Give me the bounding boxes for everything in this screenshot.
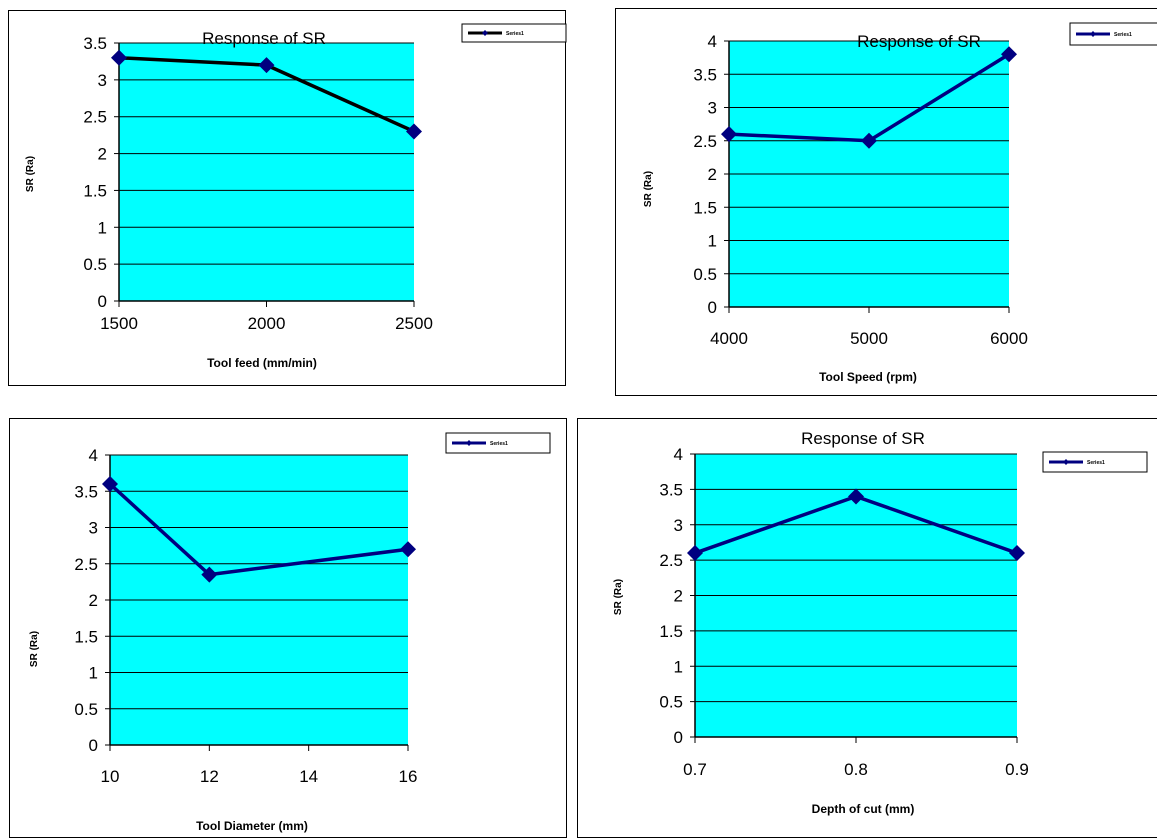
legend: Series1 [1069, 22, 1157, 46]
legend-label: Series1 [490, 441, 508, 447]
y-tick-label: 3 [89, 519, 98, 538]
y-axis-label: SR (Ra) [643, 171, 654, 207]
y-tick-label: 2.5 [693, 132, 717, 151]
legend: Series1 [445, 432, 551, 454]
x-axis-label: Tool Speed (rpm) [819, 370, 917, 384]
data-point-marker [861, 132, 877, 149]
data-point-marker [721, 126, 737, 143]
data-point-marker [1001, 46, 1017, 63]
legend-box [461, 23, 567, 43]
y-tick-label: 2.5 [659, 551, 683, 570]
data-point-marker [687, 545, 703, 562]
chart-panel-tool-diameter: 0 0.5 1 1.5 2 2.5 3 3.5 4 10 12 14 16 Tool Diameter (… [9, 418, 567, 838]
line-chart: 0 0.5 1 1.5 2 2.5 3 3.5 1500 2000 2500 Response of … [25, 23, 567, 370]
line-chart: 0 0.5 1 1.5 2 2.5 3 3.5 4 10 12 14 16 Tool Diameter (… [29, 432, 551, 833]
x-tick-label: 10 [101, 767, 120, 786]
y-tick-label: 2 [674, 587, 683, 606]
y-tick-label: 1.5 [74, 627, 98, 646]
y-tick-label: 3.5 [83, 34, 107, 53]
line-chart: 0 0.5 1 1.5 2 2.5 3 3.5 4 4000 5000 6000 Response of… [643, 22, 1157, 384]
data-point-marker [406, 123, 422, 140]
legend-label: Series1 [1114, 32, 1132, 38]
y-tick-label: 2 [98, 145, 107, 164]
x-tick-label: 2000 [248, 314, 286, 333]
x-tick-label: 12 [200, 767, 219, 786]
x-tick-label: 0.8 [844, 760, 868, 779]
data-point-marker [1009, 545, 1025, 562]
y-tick-label: 1 [98, 218, 107, 237]
x-tick-label: 4000 [710, 329, 748, 348]
y-tick-label: 3.5 [659, 480, 683, 499]
y-tick-label: 1.5 [693, 198, 717, 217]
legend-swatch-marker [1090, 31, 1096, 37]
y-tick-label: 3.5 [74, 482, 98, 501]
legend-box [445, 432, 551, 454]
data-point-marker [400, 541, 416, 558]
y-tick-label: 3.5 [693, 65, 717, 84]
y-tick-label: 2 [708, 165, 717, 184]
y-axis-label: SR (Ra) [29, 631, 40, 667]
line-chart: 0 0.5 1 1.5 2 2.5 3 3.5 4 0.7 0.8 0.9 Response of SR… [613, 429, 1148, 816]
x-tick-label: 2500 [395, 314, 433, 333]
legend: Series1 [461, 23, 567, 43]
x-tick-label: 16 [399, 767, 418, 786]
chart-title: Response of SR [202, 29, 326, 48]
y-tick-label: 1 [708, 232, 717, 251]
y-tick-label: 1.5 [83, 181, 107, 200]
x-axis-label: Depth of cut (mm) [812, 802, 915, 816]
x-axis-label: Tool feed (mm/min) [207, 356, 317, 370]
y-tick-label: 2.5 [74, 555, 98, 574]
y-tick-label: 0 [89, 736, 98, 755]
y-tick-label: 1 [89, 664, 98, 683]
data-point-marker [111, 49, 127, 66]
y-tick-label: 0 [674, 728, 683, 747]
chart-panel-depth-of-cut: 0 0.5 1 1.5 2 2.5 3 3.5 4 0.7 0.8 0.9 Response of SR… [577, 418, 1157, 838]
y-tick-label: 0.5 [74, 700, 98, 719]
legend-swatch-marker [466, 440, 472, 446]
data-point-marker [201, 566, 218, 583]
legend-swatch-marker [482, 30, 488, 36]
chart-title: Response of SR [801, 429, 925, 448]
legend: Series1 [1042, 451, 1148, 473]
data-point-marker [102, 476, 118, 492]
y-tick-label: 3 [674, 516, 683, 535]
x-tick-label: 6000 [990, 329, 1028, 348]
x-tick-label: 1500 [100, 314, 138, 333]
y-tick-label: 0 [98, 292, 107, 311]
y-tick-label: 1 [674, 657, 683, 676]
y-tick-label: 4 [674, 445, 683, 464]
x-tick-label: 0.7 [683, 760, 707, 779]
y-tick-label: 0.5 [693, 265, 717, 284]
legend-label: Series1 [1087, 460, 1105, 466]
y-tick-label: 1.5 [659, 622, 683, 641]
data-point-marker [258, 57, 275, 74]
legend-swatch-marker [1063, 459, 1069, 465]
legend-label: Series1 [506, 31, 524, 37]
legend-box [1069, 22, 1157, 46]
y-tick-label: 3 [708, 99, 717, 118]
legend-box [1042, 451, 1148, 473]
y-tick-label: 0 [708, 298, 717, 317]
y-tick-label: 0.5 [659, 693, 683, 712]
y-tick-label: 4 [89, 446, 98, 465]
chart-title: Response of SR [857, 32, 981, 51]
x-axis-label: Tool Diameter (mm) [196, 819, 308, 833]
y-tick-label: 2 [89, 591, 98, 610]
x-tick-label: 0.9 [1005, 760, 1029, 779]
chart-panel-tool-feed: 0 0.5 1 1.5 2 2.5 3 3.5 1500 2000 2500 Response of … [8, 10, 567, 386]
plot-area [119, 43, 414, 301]
x-tick-label: 5000 [850, 329, 888, 348]
data-point-marker [848, 488, 864, 505]
y-axis-label: SR (Ra) [613, 579, 624, 615]
y-axis-label: SR (Ra) [25, 156, 36, 192]
y-tick-label: 4 [708, 32, 717, 51]
y-tick-label: 3 [98, 71, 107, 90]
chart-panel-tool-speed: 0 0.5 1 1.5 2 2.5 3 3.5 4 4000 5000 6000 Response of… [615, 8, 1157, 396]
x-tick-label: 14 [299, 767, 318, 786]
y-tick-label: 2.5 [83, 108, 107, 127]
y-tick-label: 0.5 [83, 255, 107, 274]
